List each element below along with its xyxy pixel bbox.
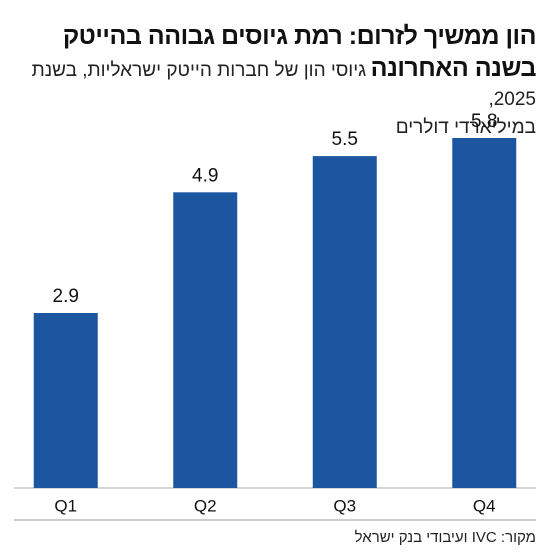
data-label: 5.5 xyxy=(332,129,358,150)
data-label: 2.9 xyxy=(53,286,79,307)
data-label: 4.9 xyxy=(192,165,218,186)
x-tick-label: Q1 xyxy=(54,496,77,515)
data-label: 5.8 xyxy=(471,111,497,132)
x-tick-label: Q2 xyxy=(194,496,217,515)
source: מקור: IVC ועיבודי בנק ישראל xyxy=(354,529,536,546)
x-tick-label: Q4 xyxy=(473,496,496,515)
chart-subtitle: גיוסי הון של חברות הייטק ישראליות, בשנת … xyxy=(31,60,536,110)
x-tick-label: Q3 xyxy=(333,496,356,515)
unit-label: במיליארדי דולרים xyxy=(395,117,536,138)
bar xyxy=(173,192,238,488)
header: הון ממשיך לזרום: רמת גיוסים גבוהה בהייטק… xyxy=(12,22,537,141)
chart-title: הון ממשיך לזרום: רמת גיוסים גבוהה בהייטק… xyxy=(62,22,537,82)
title-block: הון ממשיך לזרום: רמת גיוסים גבוהה בהייטק… xyxy=(12,22,537,115)
bar xyxy=(452,138,517,488)
bar xyxy=(312,156,377,488)
bar xyxy=(33,313,98,488)
